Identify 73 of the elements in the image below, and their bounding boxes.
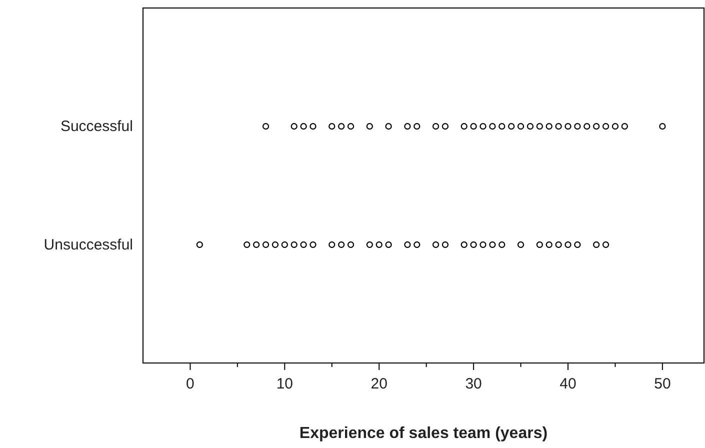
- x-tick-label: 10: [276, 376, 294, 392]
- point: [517, 241, 524, 248]
- point: [290, 123, 298, 130]
- point: [584, 123, 590, 130]
- point: [489, 123, 496, 130]
- point: [300, 123, 307, 130]
- x-tick-label: 40: [560, 376, 576, 392]
- point: [498, 123, 506, 130]
- point: [546, 241, 552, 248]
- point: [602, 241, 610, 248]
- point: [432, 123, 440, 130]
- point: [347, 123, 354, 130]
- point: [564, 123, 572, 130]
- point: [281, 241, 288, 248]
- point: [508, 123, 515, 130]
- x-axis-title: Experience of sales team (years): [299, 425, 548, 442]
- point: [460, 241, 468, 248]
- x-tick-label: 20: [370, 376, 388, 392]
- point: [196, 241, 203, 248]
- point: [442, 241, 449, 248]
- point: [546, 123, 552, 130]
- point: [310, 123, 316, 130]
- point: [536, 123, 543, 130]
- point: [498, 241, 506, 248]
- point: [272, 241, 279, 248]
- point: [414, 123, 420, 130]
- point: [526, 123, 534, 130]
- point: [366, 241, 373, 248]
- point: [602, 123, 610, 130]
- point: [612, 123, 619, 130]
- point: [470, 123, 477, 130]
- point: [574, 123, 581, 130]
- point: [480, 241, 486, 248]
- point: [310, 241, 316, 248]
- point: [555, 123, 562, 130]
- point: [564, 241, 572, 248]
- point: [338, 241, 345, 248]
- point: [414, 241, 420, 248]
- point: [574, 241, 581, 248]
- point: [432, 241, 440, 248]
- point: [404, 241, 411, 248]
- point: [253, 241, 260, 248]
- x-tick-label: 0: [186, 376, 194, 392]
- point: [328, 241, 336, 248]
- point: [442, 123, 449, 130]
- point: [385, 241, 392, 248]
- point: [489, 241, 496, 248]
- point: [593, 123, 600, 130]
- x-tick-label: 50: [654, 376, 671, 392]
- point: [376, 241, 382, 248]
- point: [480, 123, 486, 130]
- point: [262, 241, 270, 248]
- point: [366, 123, 373, 130]
- point: [470, 241, 477, 248]
- point: [460, 123, 468, 130]
- point: [593, 241, 600, 248]
- point: [338, 123, 345, 130]
- point: [536, 241, 543, 248]
- point: [244, 241, 250, 248]
- point: [385, 123, 392, 130]
- point: [555, 241, 562, 248]
- y-tick-label: Unsuccessful: [44, 236, 133, 254]
- point: [659, 123, 666, 130]
- point: [517, 123, 524, 130]
- point: [328, 123, 336, 130]
- point: [404, 123, 411, 130]
- x-tick-label: 30: [465, 376, 482, 392]
- point: [347, 241, 354, 248]
- point: [300, 241, 307, 248]
- y-tick-label: Successful: [60, 118, 133, 136]
- point: [290, 241, 298, 248]
- point: [621, 123, 628, 130]
- point: [262, 123, 270, 130]
